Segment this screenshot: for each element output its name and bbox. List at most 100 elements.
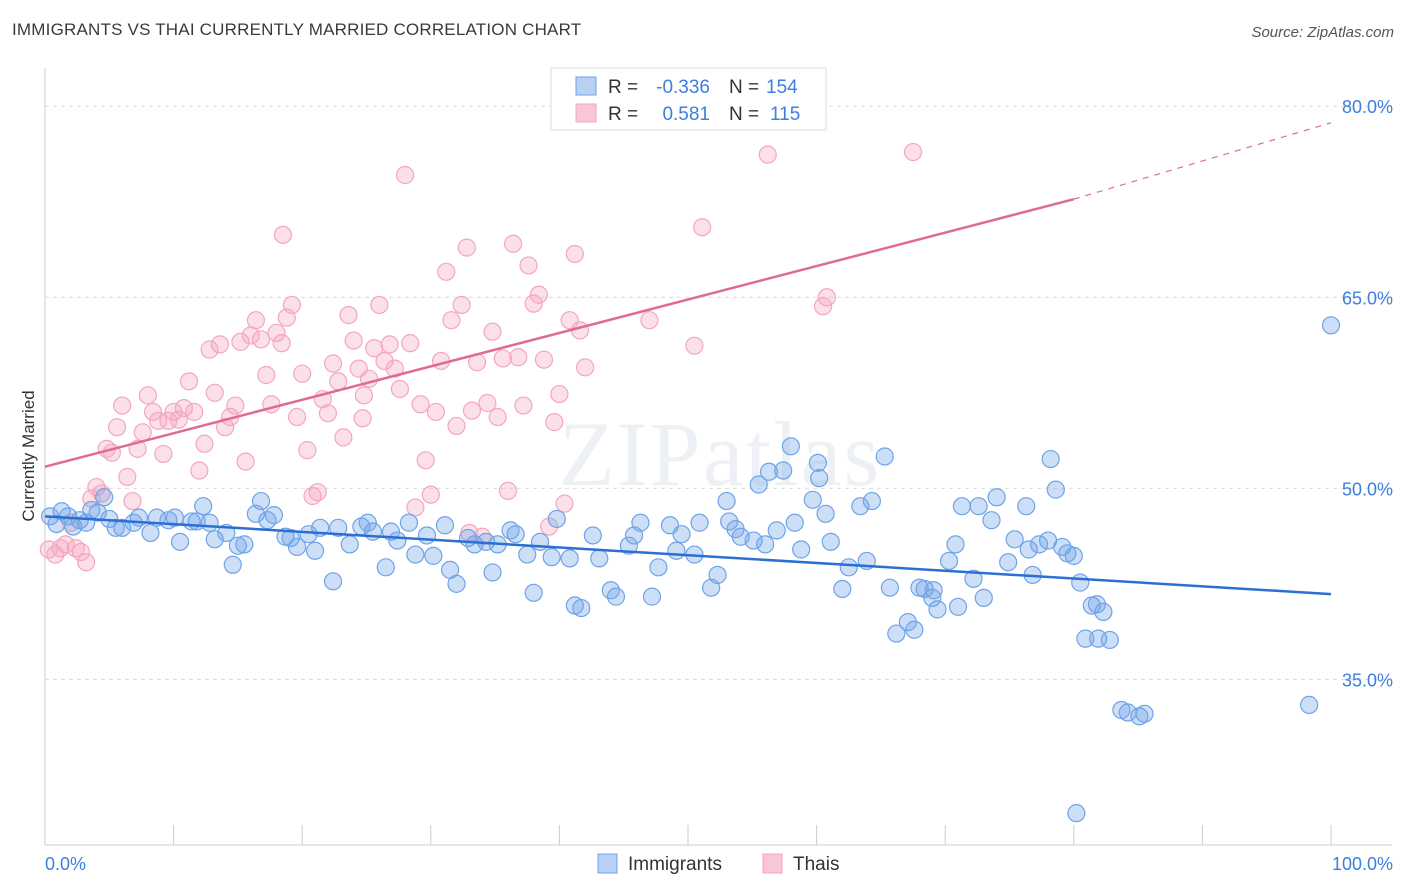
thai-point <box>282 295 302 315</box>
immigrant-point <box>744 531 763 550</box>
thai-point <box>272 334 291 353</box>
immigrant-point <box>305 541 325 560</box>
y-tick-label: 50.0% <box>1342 479 1393 499</box>
thai-point <box>457 238 476 257</box>
thai-point <box>138 386 157 405</box>
thai-point <box>478 393 497 413</box>
thai-point <box>210 335 229 354</box>
immigrant-point <box>1038 531 1058 550</box>
imm-n-label: N = <box>729 77 759 98</box>
thai-point <box>442 311 461 330</box>
thai-point <box>251 330 271 349</box>
thai-point <box>200 340 219 359</box>
thai-point <box>504 234 523 253</box>
thai-point <box>154 444 173 464</box>
immigrant-point <box>518 545 537 564</box>
immigrant-point <box>287 537 307 557</box>
thai-point <box>385 359 404 378</box>
immigrant-point <box>1029 535 1049 554</box>
thai-point <box>813 297 833 316</box>
thais-trend-extension <box>1073 122 1332 200</box>
immigrant-point <box>399 513 419 532</box>
immigrant-point <box>690 513 709 532</box>
thai-point <box>421 485 440 504</box>
immigrant-point <box>1321 316 1341 335</box>
thai-point <box>693 218 712 237</box>
immigrant-point <box>170 532 190 551</box>
thai-point <box>462 401 482 420</box>
thai-point <box>447 416 466 436</box>
thai-point <box>205 383 224 402</box>
immigrant-point <box>1017 497 1036 516</box>
thai-point <box>534 350 554 369</box>
immigrants-series <box>41 316 1341 823</box>
immigrant-point <box>785 513 804 532</box>
immigrant-point <box>810 469 829 488</box>
immigrant-point <box>506 525 525 544</box>
immigrant-point <box>1087 595 1107 614</box>
immigrant-point <box>767 521 786 540</box>
thai-point <box>514 396 533 415</box>
thai-point <box>77 553 96 572</box>
thai-point <box>329 372 348 391</box>
immigrant-point <box>1005 530 1024 549</box>
immigrant-point <box>1089 629 1108 648</box>
y-axis-label: Currently Married <box>19 390 38 521</box>
immigrant-point <box>642 587 662 606</box>
immigrant-point <box>606 587 626 606</box>
immigrant-point <box>792 540 811 559</box>
thai-point <box>483 322 502 341</box>
thai-point <box>401 334 420 353</box>
thai-point <box>903 142 923 162</box>
thai-point <box>298 441 317 460</box>
imm-r-value: -0.336 <box>656 77 710 98</box>
immigrant-point <box>329 518 348 537</box>
immigrant-point <box>875 447 894 466</box>
immigrant-point <box>974 588 993 607</box>
immigrant-point <box>235 535 254 554</box>
thai-point <box>406 498 425 517</box>
thai-point <box>143 402 163 422</box>
thai-point <box>758 145 777 164</box>
thai-point <box>353 409 372 428</box>
x-tick-label-min: 0.0% <box>45 854 86 874</box>
immigrant-point <box>717 491 736 511</box>
thai-point <box>640 311 659 330</box>
grid-lines <box>45 105 1392 680</box>
immigrant-point <box>299 525 318 544</box>
y-tick-labels: 35.0% 50.0% 65.0% 80.0% <box>1342 97 1393 690</box>
immigrant-point <box>323 572 343 591</box>
immigrant-point <box>1094 602 1113 622</box>
y-tick-label: 65.0% <box>1342 288 1393 308</box>
thai-point <box>576 358 595 377</box>
thai-point <box>267 323 286 343</box>
thais-swatch <box>575 103 597 123</box>
thai-point <box>169 410 188 429</box>
immigrant-point <box>388 531 407 550</box>
immigrant-point <box>1300 695 1319 714</box>
legend-immigrants-label: Immigrants <box>628 854 722 875</box>
immigrant-point <box>264 505 284 525</box>
immigrant-point <box>672 525 691 544</box>
immigrant-point <box>898 612 918 632</box>
immigrant-point <box>141 523 160 543</box>
thai-point <box>133 423 152 442</box>
immigrant-point <box>424 546 443 565</box>
immigrant-point <box>376 558 395 577</box>
immigrant-point <box>447 574 466 593</box>
immigrant-point <box>113 518 132 537</box>
immigrant-point <box>340 535 359 554</box>
immigrant-point <box>223 555 242 574</box>
immigrant-point <box>572 598 591 618</box>
immigrant-point <box>590 549 609 568</box>
thai-point <box>452 295 471 315</box>
watermark: ZIPatlas <box>559 403 882 505</box>
thai-point <box>390 379 410 399</box>
thai-n-label: N = <box>729 104 759 125</box>
immigrant-point <box>969 497 988 516</box>
thai-point <box>174 398 193 418</box>
thai-point <box>509 348 528 367</box>
imm-r-label: R = <box>608 77 638 98</box>
source-label: Source: ZipAtlas.com <box>1251 24 1394 41</box>
legend-immigrants-swatch <box>597 853 618 874</box>
